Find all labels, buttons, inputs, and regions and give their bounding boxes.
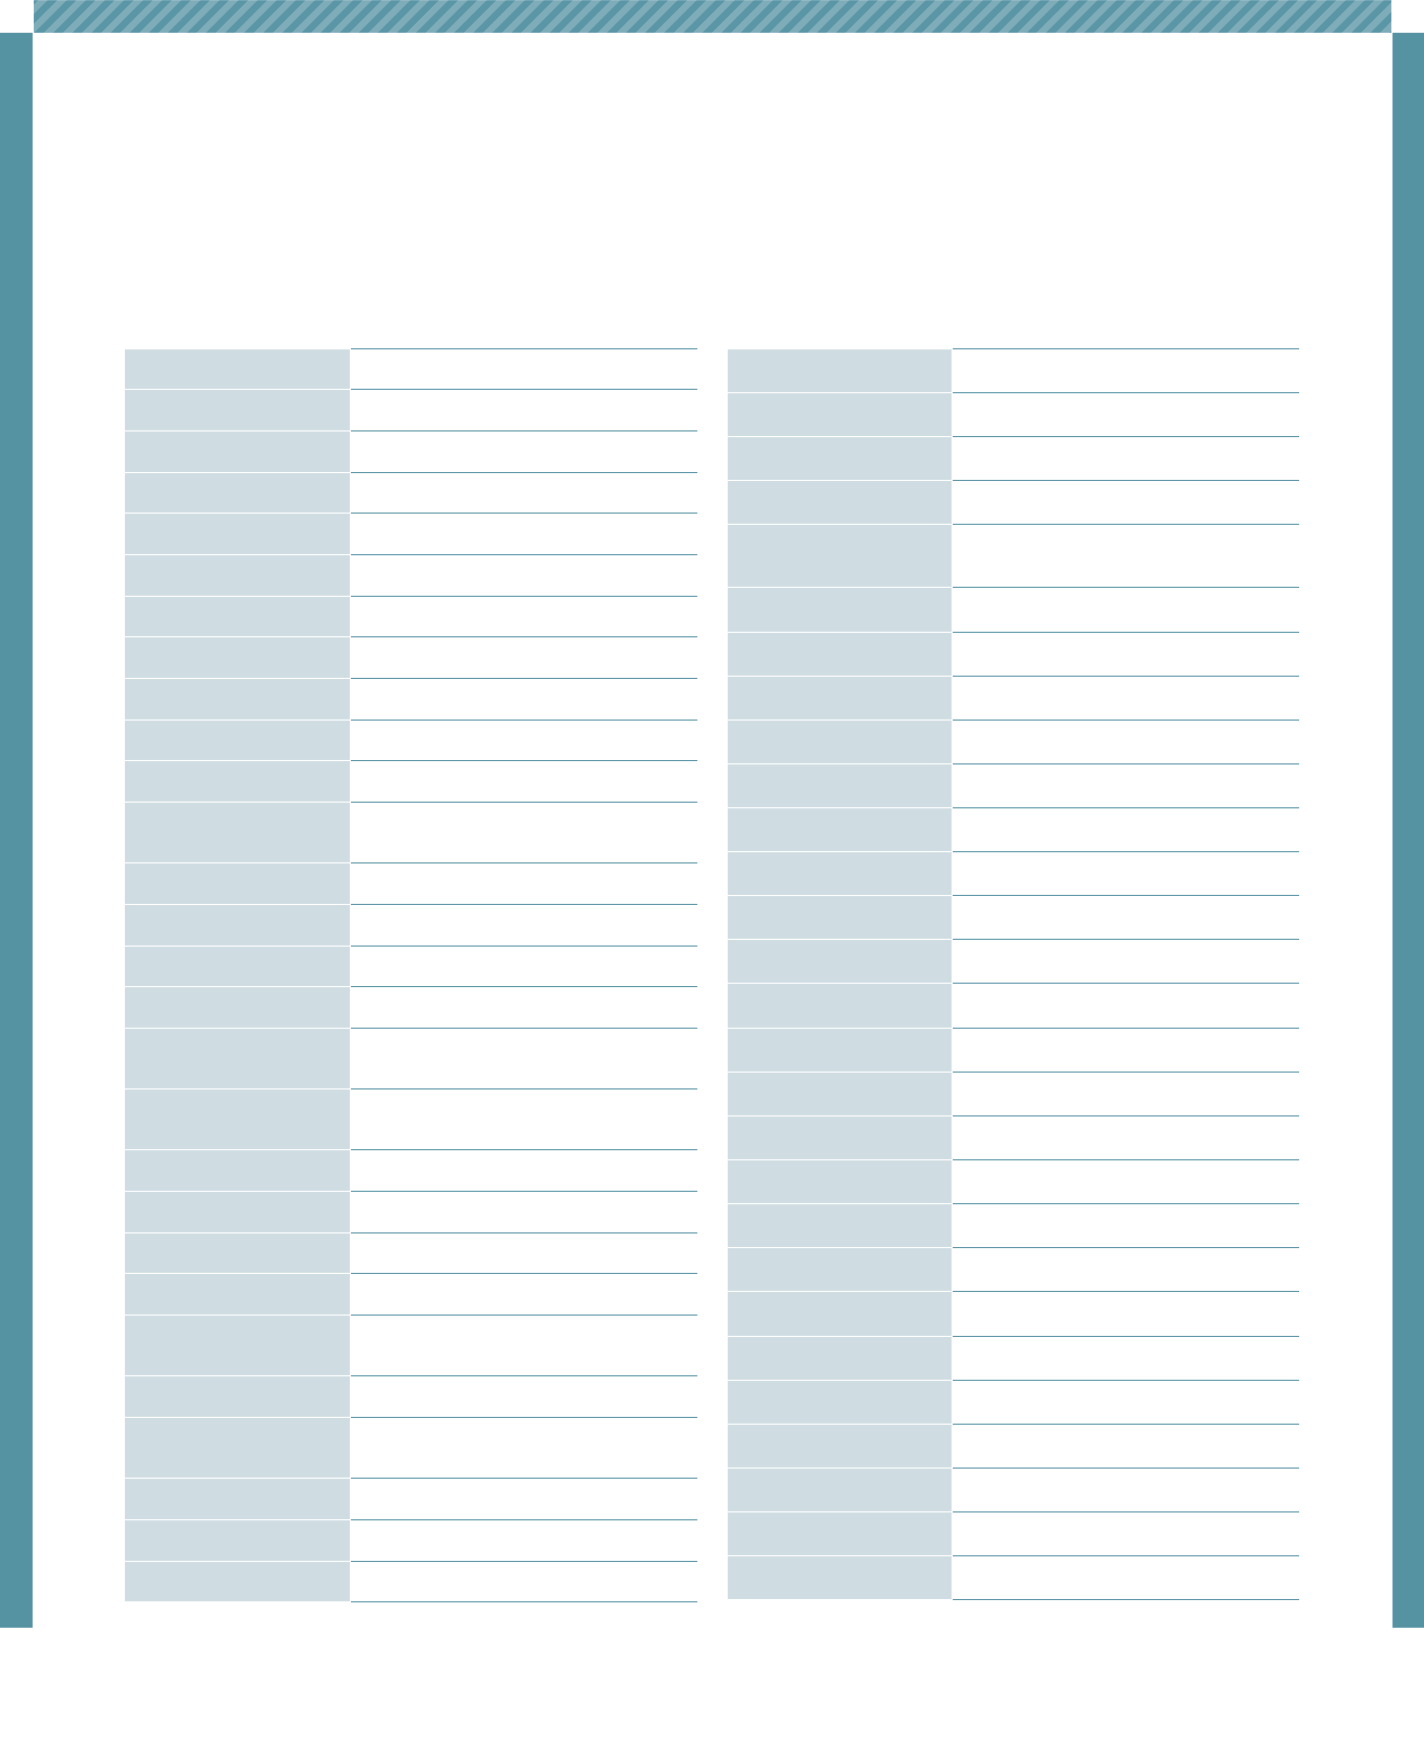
left-border [0,32,33,1628]
label-cell [727,852,952,895]
label-cell [124,1478,350,1520]
label-cell [727,1204,952,1247]
label-cell [727,808,952,852]
label-cell [124,863,350,904]
label-cell [124,1376,350,1417]
label-cell [124,946,350,987]
label-cell [124,637,350,678]
label-cell [124,555,350,596]
label-cell [124,1089,350,1150]
label-cell [124,1561,350,1602]
label-cell [124,389,350,431]
label-cell [727,1072,952,1116]
label-cell [727,1424,952,1468]
label-cell [124,1028,350,1089]
label-cell [124,1150,350,1191]
label-cell [727,587,952,632]
label-cell [124,802,350,863]
label-cell [727,1556,952,1600]
label-cell [124,1273,350,1315]
label-cell [124,987,350,1028]
label-cell [124,596,350,637]
label-cell [124,473,350,513]
label-cell [727,1336,952,1380]
form-tables [124,348,1300,1603]
label-cell [727,1468,952,1512]
label-cell [124,905,350,946]
label-cell [727,1160,952,1204]
label-cell [727,983,952,1028]
label-cell [727,1291,952,1336]
label-cell [124,1191,350,1233]
header-band [33,0,1392,33]
label-cell [727,349,952,393]
label-cell [124,1417,350,1478]
label-cell [727,896,952,939]
label-cell [727,524,952,587]
label-cell [727,1380,952,1424]
label-cell [124,349,350,389]
label-cell [124,431,350,473]
label-cell [124,513,350,555]
right-border [1392,32,1424,1628]
label-cell [727,676,952,720]
label-cell [727,1028,952,1072]
label-cell [124,720,350,760]
label-cell [124,1233,350,1273]
label-cell [727,437,952,480]
label-cell [124,1315,350,1376]
label-cell [124,761,350,802]
label-cell [727,393,952,437]
label-cell [124,1520,350,1561]
label-cell [727,632,952,676]
label-cell [727,481,952,524]
label-cell [727,720,952,764]
label-cell [727,1248,952,1291]
label-cell [727,1512,952,1556]
label-cell [727,764,952,808]
label-cell [727,939,952,983]
label-cell [727,1116,952,1160]
label-cell [124,678,350,720]
